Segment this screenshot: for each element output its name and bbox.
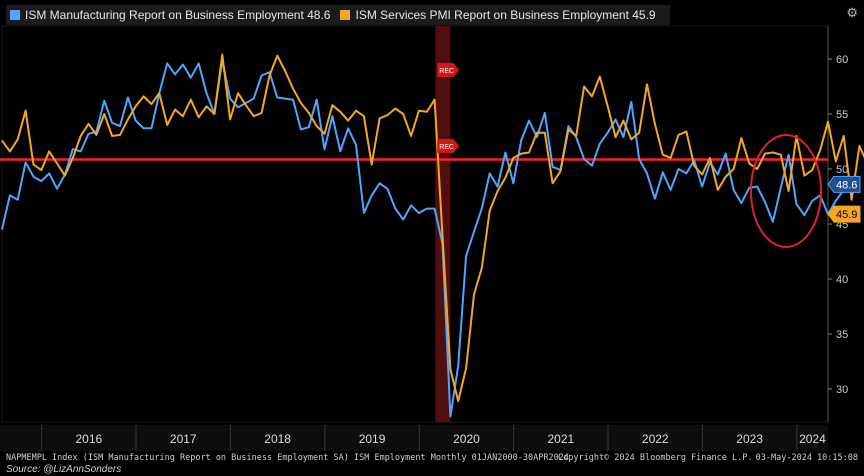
rec-tag-text: REC xyxy=(439,144,454,151)
y-tick-label: 50 xyxy=(836,164,848,176)
legend-label-services: ISM Services PMI Report on Business Empl… xyxy=(355,8,656,22)
rec-tag-text: REC xyxy=(439,68,454,75)
x-tick-label: 2018 xyxy=(264,432,291,446)
footer-source: Source: @LizAnnSonders xyxy=(6,464,122,475)
last-value-tags: 48.6 45.9 xyxy=(827,175,861,223)
x-tick-label: 2022 xyxy=(642,432,669,446)
y-tick-label: 35 xyxy=(836,329,848,341)
recession-tags: REC REC xyxy=(437,63,460,153)
last-value-tag-manufacturing-box xyxy=(827,175,861,193)
rec-tag-box xyxy=(437,63,460,77)
legend: ISM Manufacturing Report on Business Emp… xyxy=(6,5,670,25)
legend-label-manufacturing: ISM Manufacturing Report on Business Emp… xyxy=(25,8,331,22)
rec-tag: REC xyxy=(437,139,460,153)
footer-index-note: NAPMEMPL Index (ISM Manufacturing Report… xyxy=(6,453,569,463)
series-line-services xyxy=(1,53,864,403)
y-tick-label: 30 xyxy=(836,384,848,396)
legend-item-services[interactable]: ISM Services PMI Report on Business Empl… xyxy=(340,8,656,22)
x-tick-label: 2020 xyxy=(453,432,480,446)
legend-swatch-manufacturing xyxy=(10,10,20,20)
annotation-circle xyxy=(750,134,822,248)
x-tick-label: 2021 xyxy=(547,432,574,446)
plot-area xyxy=(1,25,829,423)
series-line-manufacturing xyxy=(1,59,853,418)
x-tick-label: 2017 xyxy=(170,432,197,446)
legend-item-manufacturing[interactable]: ISM Manufacturing Report on Business Emp… xyxy=(10,8,330,22)
last-value-tag-services: 45.9 xyxy=(827,205,861,223)
footer-timestamp: 03-May-2024 10:15:08 xyxy=(755,453,858,463)
gear-icon[interactable]: ⚙ xyxy=(846,5,858,20)
y-tick-label: 40 xyxy=(836,274,848,286)
y-tick-label: 60 xyxy=(836,54,848,66)
last-value-tag-services-box xyxy=(827,205,861,223)
x-tick-label: 2024 xyxy=(799,432,826,446)
legend-swatch-services xyxy=(340,10,351,20)
x-axis-strip xyxy=(0,425,828,451)
x-tick-label: 2019 xyxy=(359,432,386,446)
series-lines xyxy=(1,53,864,418)
footer-copyright: Copyright© 2024 Bloomberg Finance L.P. xyxy=(558,453,753,463)
y-tick-label: 55 xyxy=(836,109,848,121)
x-axis: 2016 2017 2018 2019 2020 2021 2022 2023 2024 xyxy=(0,425,828,451)
last-value-tag-manufacturing: 48.6 xyxy=(827,175,861,193)
rec-tag-box xyxy=(437,139,460,153)
x-tick-label: 2023 xyxy=(736,432,763,446)
last-value-tag-services-text: 45.9 xyxy=(836,209,857,221)
last-value-tag-manufacturing-text: 48.6 xyxy=(836,179,857,191)
rec-tag: REC xyxy=(437,63,460,77)
x-tick-label: 2016 xyxy=(75,432,102,446)
